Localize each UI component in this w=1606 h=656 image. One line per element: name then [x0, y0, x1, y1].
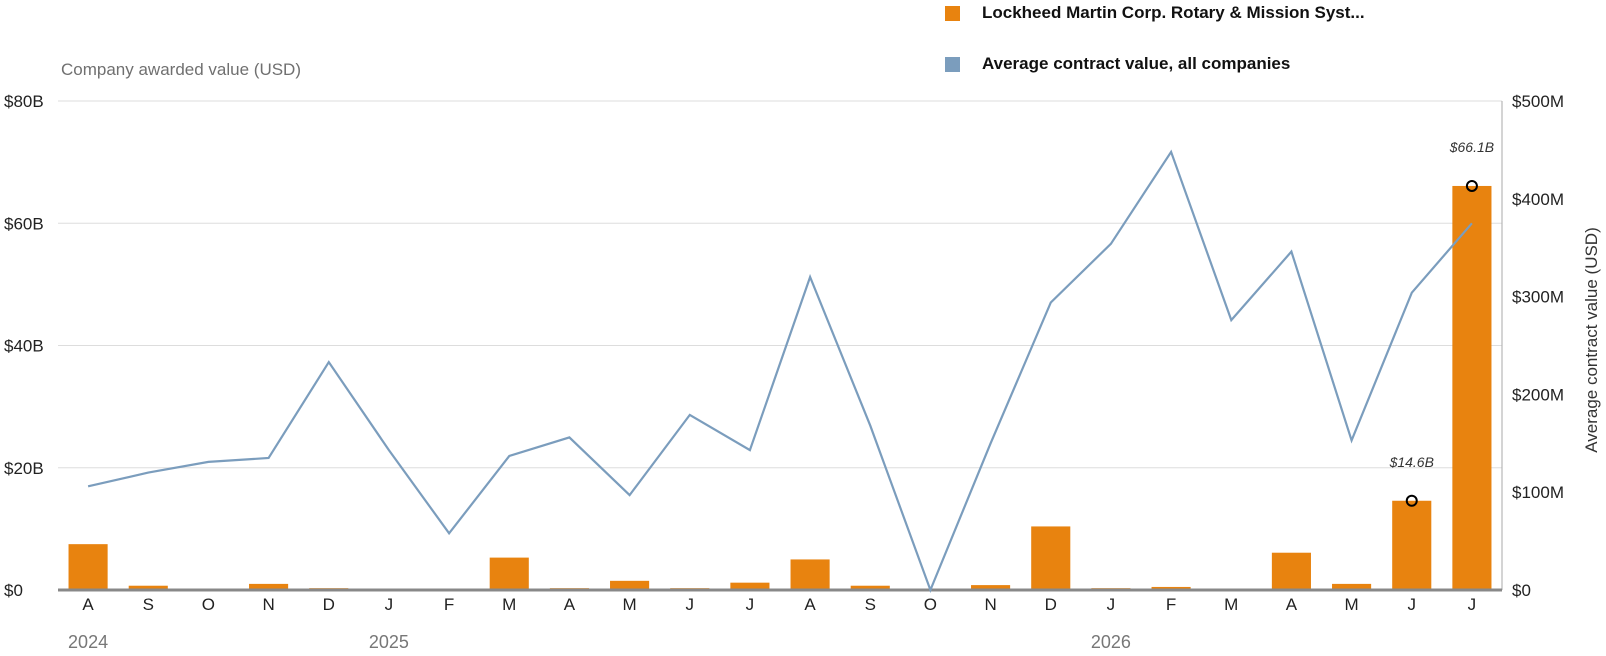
- right-tick-label: $300M: [1512, 288, 1564, 307]
- bar: [249, 583, 289, 590]
- x-tick-label: O: [924, 595, 937, 614]
- legend-swatch-company: [945, 5, 960, 21]
- bar: [610, 580, 650, 590]
- average-line: [87, 149, 1473, 594]
- left-tick-label: $0: [4, 581, 23, 600]
- bar: [790, 559, 830, 590]
- year-label: 2024: [68, 632, 108, 652]
- x-tick-label: A: [564, 595, 576, 614]
- bar: [730, 582, 770, 590]
- legend-label-average: Average contract value, all companies: [982, 54, 1291, 73]
- x-tick-label: J: [1468, 595, 1477, 614]
- bar: [489, 557, 529, 590]
- right-tick-label: $500M: [1512, 92, 1564, 111]
- bar: [1151, 586, 1191, 590]
- legend-item-average[interactable]: Average contract value, all companies: [945, 54, 1290, 74]
- bar: [1332, 583, 1372, 590]
- right-tick-label: $100M: [1512, 483, 1564, 502]
- x-tick-label: F: [1166, 595, 1176, 614]
- bar: [850, 585, 890, 590]
- x-tick-label: J: [1408, 595, 1417, 614]
- x-tick-label: A: [1286, 595, 1298, 614]
- x-tick-label: A: [82, 595, 94, 614]
- x-tick-label: J: [385, 595, 394, 614]
- x-tick-label: A: [804, 595, 816, 614]
- bar: [971, 585, 1011, 590]
- x-tick-label: J: [746, 595, 755, 614]
- year-label: 2025: [369, 632, 409, 652]
- right-tick-label: $400M: [1512, 190, 1564, 209]
- bar: [128, 585, 168, 590]
- right-tick-label: $0: [1512, 581, 1531, 600]
- x-tick-label: J: [1107, 595, 1116, 614]
- x-tick-label: N: [984, 595, 996, 614]
- left-tick-label: $80B: [4, 92, 44, 111]
- left-tick-label: $40B: [4, 337, 44, 356]
- annotation-marker: [1465, 179, 1478, 192]
- x-tick-label: O: [202, 595, 215, 614]
- x-tick-label: J: [686, 595, 695, 614]
- x-tick-label: M: [1224, 595, 1238, 614]
- bar: [1271, 552, 1311, 590]
- annotation-marker: [1405, 494, 1418, 507]
- x-tick-label: D: [323, 595, 335, 614]
- left-axis-title: Company awarded value (USD): [61, 60, 301, 79]
- x-tick-label: D: [1045, 595, 1057, 614]
- x-tick-label: S: [143, 595, 154, 614]
- x-tick-label: M: [1344, 595, 1358, 614]
- x-tick-label: M: [502, 595, 516, 614]
- x-tick-label: M: [622, 595, 636, 614]
- legend-label-company: Lockheed Martin Corp. Rotary & Mission S…: [982, 3, 1365, 22]
- x-tick-label: S: [865, 595, 876, 614]
- annotation-label: $14.6B: [1389, 454, 1434, 470]
- left-tick-label: $60B: [4, 214, 44, 233]
- bar: [1031, 526, 1071, 590]
- year-label: 2026: [1091, 632, 1131, 652]
- legend-item-company[interactable]: Lockheed Martin Corp. Rotary & Mission S…: [945, 3, 1365, 23]
- x-tick-label: N: [262, 595, 274, 614]
- left-tick-label: $20B: [4, 459, 44, 478]
- bar: [1392, 500, 1432, 590]
- annotation-label: $66.1B: [1449, 139, 1494, 155]
- right-tick-label: $200M: [1512, 385, 1564, 404]
- bar: [68, 544, 108, 590]
- bar: [1452, 185, 1492, 590]
- legend-swatch-average: [945, 56, 960, 72]
- x-tick-label: F: [444, 595, 454, 614]
